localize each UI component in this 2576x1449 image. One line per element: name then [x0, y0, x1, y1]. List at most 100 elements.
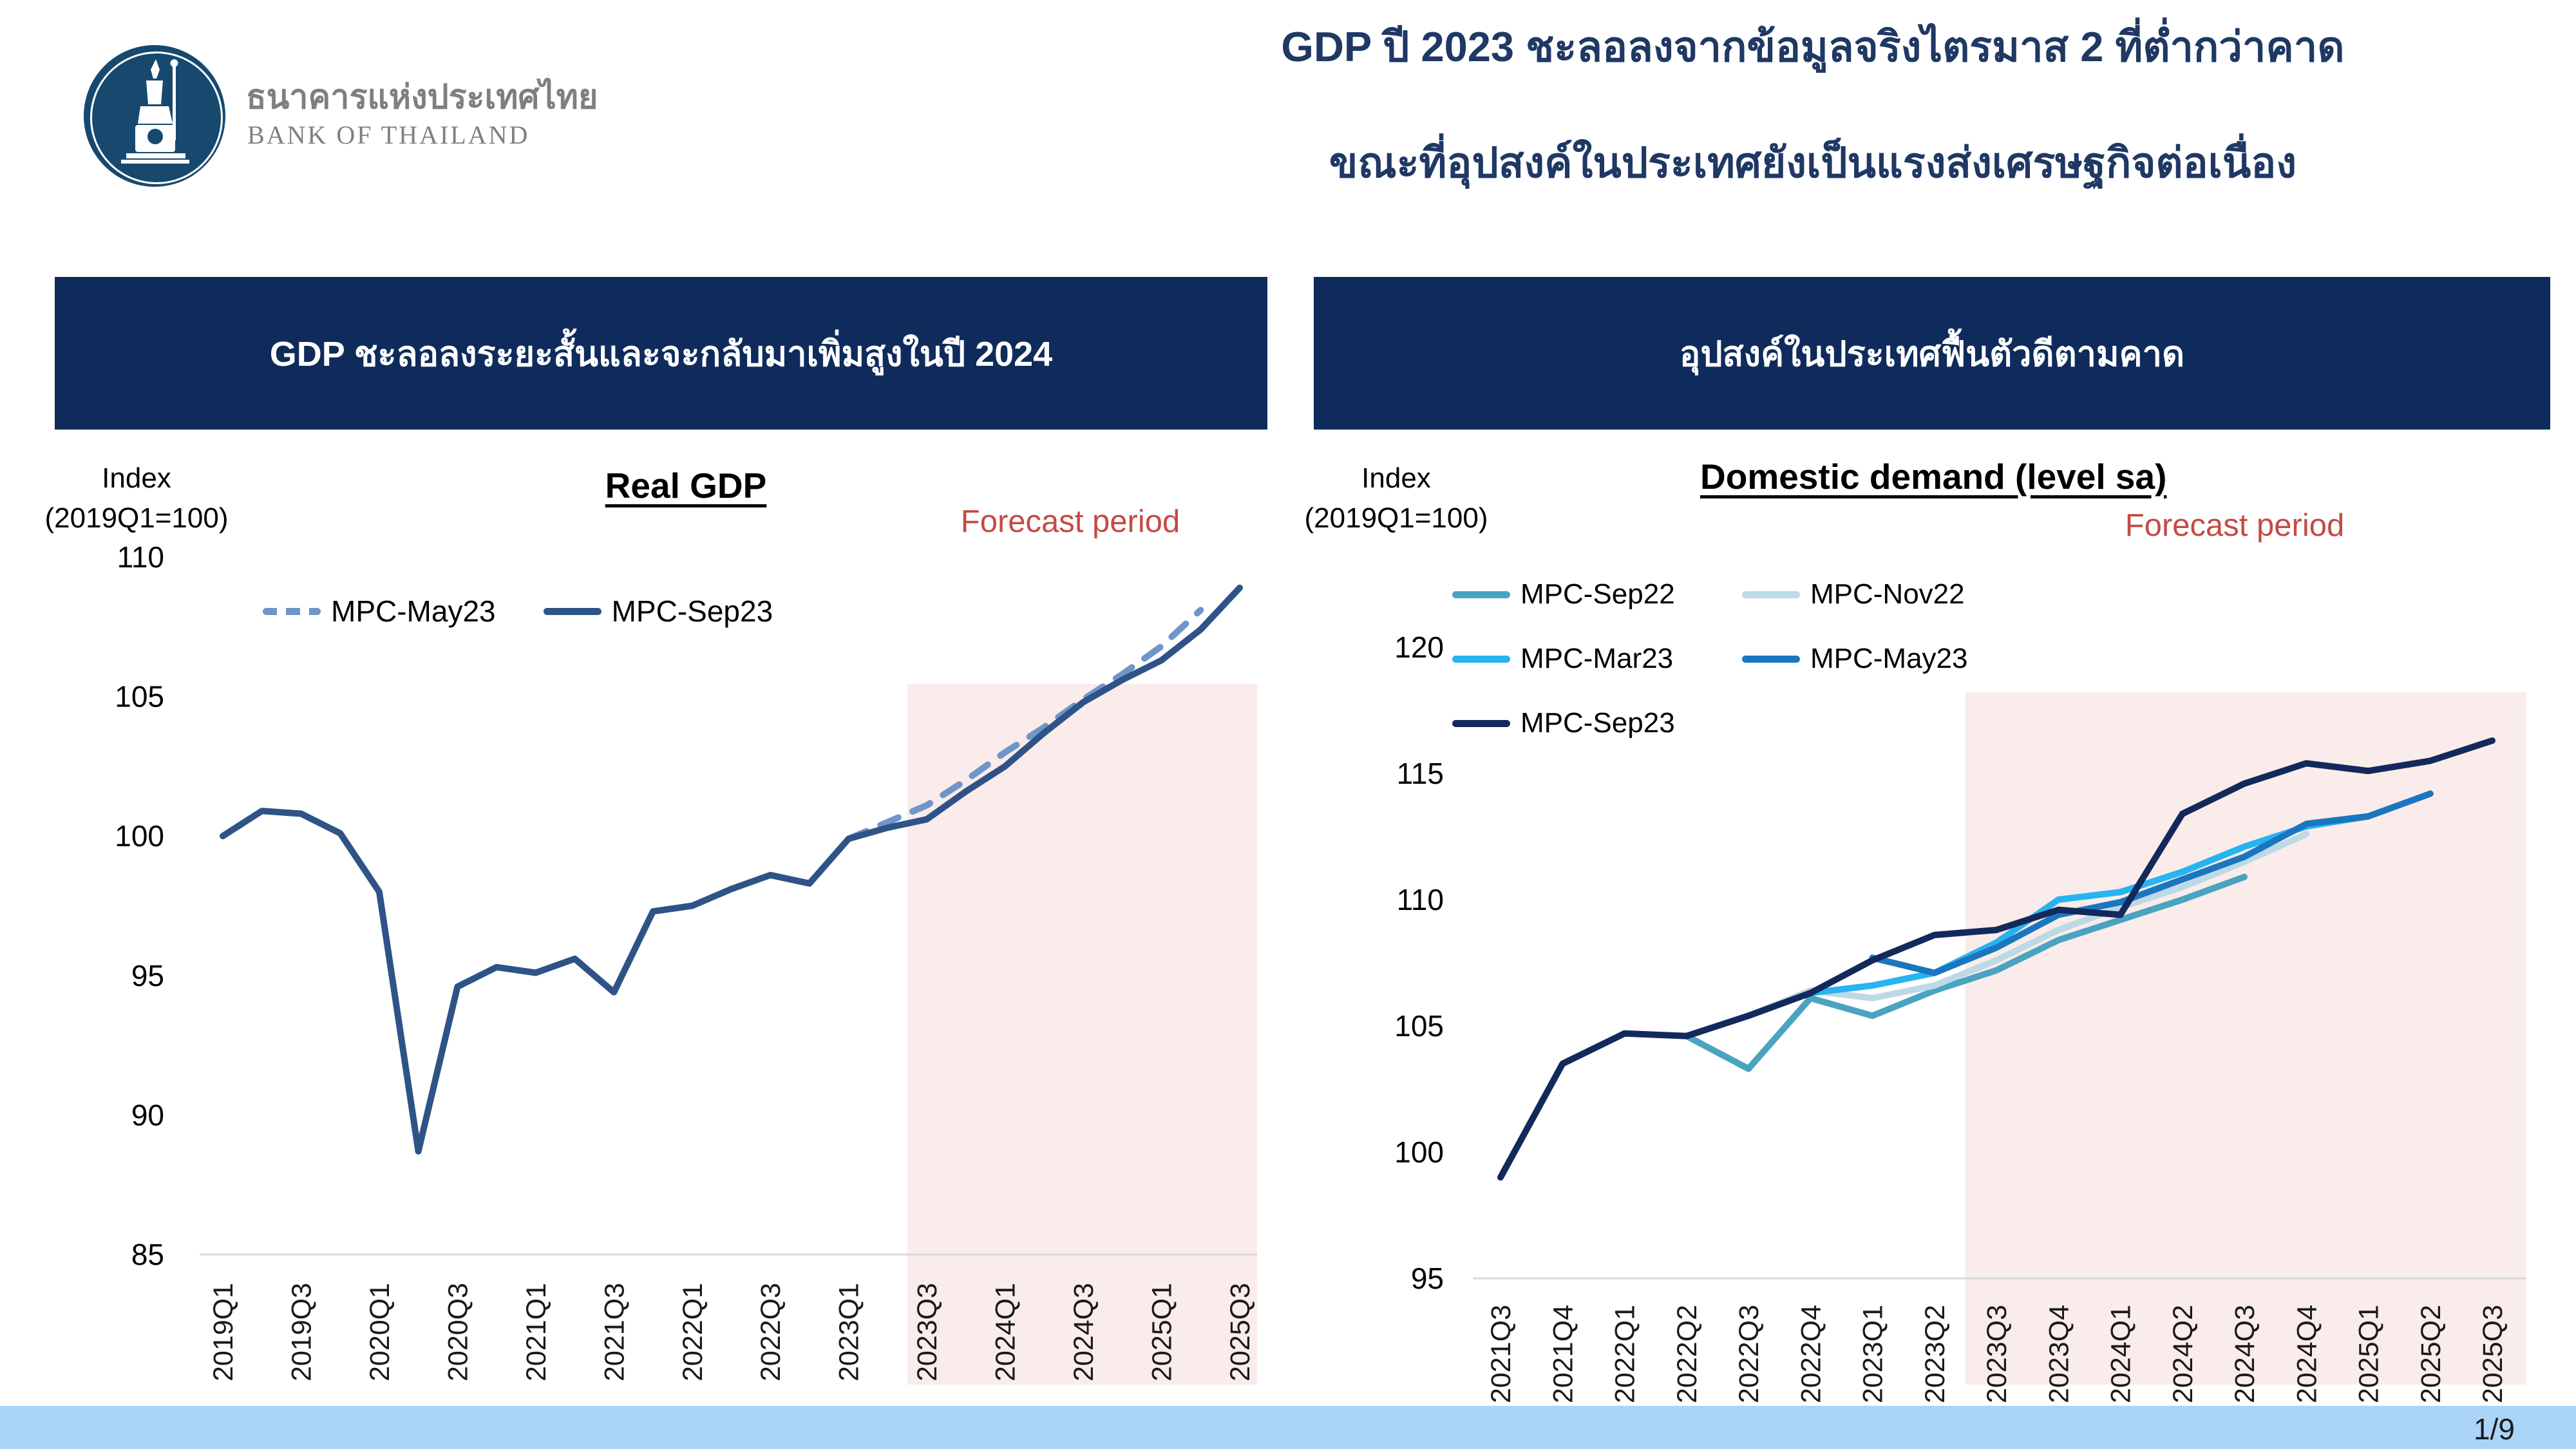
domestic_demand-x-tick-label: 2023Q1: [1858, 1305, 1889, 1403]
domestic_demand-x-tick-label: 2025Q2: [2416, 1305, 2447, 1403]
domestic_demand-x-tick-label: 2024Q2: [2168, 1305, 2199, 1403]
legend-swatch-mpc-may23: [1742, 655, 1800, 663]
real_gdp-x-tick-label: 2025Q1: [1147, 1283, 1178, 1381]
legend-item-mpc-may23: MPC-May23: [263, 594, 496, 629]
right-chart-legend: MPC-Sep22 MPC-Nov22 MPC-Mar23 MPC-May23 MPC-…: [1452, 578, 2032, 739]
slide-title: GDP ปี 2023 ชะลอลงจากข้อมูลจริงไตรมาส 2 …: [1114, 26, 2512, 184]
footer-bar: [0, 1406, 2576, 1449]
legend-item-mpc-sep22: MPC-Sep22: [1452, 578, 1742, 611]
real_gdp-x-tick-label: 2023Q1: [834, 1283, 865, 1381]
real_gdp-x-tick-label: 2025Q3: [1225, 1283, 1256, 1381]
real_gdp-forecast-region: [907, 684, 1257, 1385]
left-axis-unit-line1: Index: [102, 462, 171, 494]
domestic_demand-y-tick-label: 95: [1411, 1262, 1444, 1295]
real_gdp-y-tick-label: 110: [117, 540, 164, 574]
real_gdp-x-tick-label: 2022Q3: [755, 1283, 786, 1381]
right-axis-unit-line1: Index: [1361, 462, 1431, 494]
bot-emblem-figure: [121, 59, 189, 164]
legend-label-mpc-sep22: MPC-Sep22: [1520, 578, 1675, 610]
real_gdp-y-tick-label: 105: [115, 680, 164, 714]
right-axis-unit-line2: (2019Q1=100): [1304, 502, 1488, 534]
real_gdp-y-tick-label: 85: [131, 1238, 164, 1271]
real_gdp-x-tick-label: 2020Q3: [442, 1283, 473, 1381]
bot-name-thai: ธนาคารแห่งประเทศไทย: [246, 79, 598, 116]
domestic_demand-y-tick-label: 110: [1397, 883, 1444, 916]
legend-label-mpc-sep23: MPC-Sep23: [611, 594, 773, 628]
left-panel-header-text: GDP ชะลอลงระยะสั้นและจะกลับมาเพิ่มสูงในป…: [269, 334, 1053, 374]
real_gdp-y-tick-label: 90: [131, 1098, 164, 1132]
domestic_demand-y-tick-label: 115: [1397, 757, 1444, 790]
legend-swatch-mpc-nov22: [1742, 591, 1800, 598]
bot-logo-ring: [90, 52, 223, 184]
domestic_demand-x-tick-label: 2023Q3: [1982, 1305, 2012, 1403]
legend-swatch-mpc-sep23: [1452, 719, 1510, 727]
real_gdp-x-tick-label: 2021Q1: [521, 1283, 552, 1381]
legend-swatch-mpc-mar23: [1452, 655, 1510, 663]
domestic_demand-x-tick-label: 2022Q1: [1610, 1305, 1641, 1403]
slide-title-line1: GDP ปี 2023 ชะลอลงจากข้อมูลจริงไตรมาส 2 …: [1281, 23, 2345, 70]
real_gdp-x-tick-label: 2019Q1: [208, 1283, 239, 1381]
domestic_demand-x-tick-label: 2025Q3: [2477, 1305, 2508, 1403]
left-chart-legend: MPC-May23 MPC-Sep23: [263, 594, 773, 629]
domestic_demand-x-tick-label: 2023Q4: [2043, 1305, 2074, 1403]
real_gdp-x-tick-label: 2024Q3: [1068, 1283, 1099, 1381]
domestic_demand-series-mpc-sep23: [1497, 737, 2496, 1181]
real_gdp-x-tick-label: 2024Q1: [990, 1283, 1021, 1381]
legend-label-mpc-may23: MPC-May23: [331, 594, 496, 628]
legend-swatch-mpc-may23: [263, 607, 321, 615]
legend-swatch-mpc-sep22: [1452, 591, 1510, 598]
domestic_demand-x-tick-label: 2021Q3: [1486, 1305, 1517, 1403]
left-forecast-label: Forecast period: [960, 504, 1180, 539]
domestic_demand-x-tick-label: 2024Q4: [2291, 1305, 2322, 1403]
page-number: 1/9: [2474, 1412, 2515, 1446]
left-axis-unit-line2: (2019Q1=100): [44, 502, 229, 534]
domestic_demand-series-mpc-sep22: [1683, 873, 2248, 1072]
domestic_demand-x-tick-label: 2024Q1: [2106, 1305, 2137, 1403]
domestic_demand-x-tick-label: 2022Q2: [1672, 1305, 1703, 1403]
domestic_demand-x-tick-label: 2024Q3: [2230, 1305, 2260, 1403]
real_gdp-series-mpc-may23: [845, 607, 1204, 842]
real_gdp-x-tick-label: 2022Q1: [677, 1283, 708, 1381]
domestic_demand-series-mpc-nov22: [1745, 831, 2310, 1019]
left-panel-header: GDP ชะลอลงระยะสั้นและจะกลับมาเพิ่มสูงในป…: [55, 277, 1267, 430]
right-axis-unit: Index (2019Q1=100): [1300, 459, 1493, 538]
domestic_demand-x-tick-label: 2023Q2: [1920, 1305, 1951, 1403]
left-axis-unit: Index (2019Q1=100): [40, 459, 233, 538]
domestic_demand-x-tick-label: 2022Q4: [1795, 1305, 1826, 1403]
legend-item-mpc-sep23: MPC-Sep23: [1452, 707, 1742, 739]
domestic_demand-x-tick-label: 2022Q3: [1734, 1305, 1765, 1403]
legend-label-mpc-mar23: MPC-Mar23: [1520, 643, 1674, 674]
real_gdp-x-tick-label: 2020Q1: [365, 1283, 395, 1381]
right-panel-header: อุปสงค์ในประเทศฟื้นตัวดีตามคาด: [1314, 277, 2550, 430]
legend-item-mpc-mar23: MPC-Mar23: [1452, 643, 1742, 675]
right-chart-title: Domestic demand (level sa): [1700, 457, 2167, 497]
domestic_demand-forecast-region: [1965, 692, 2526, 1385]
legend-item-mpc-sep23: MPC-Sep23: [543, 594, 773, 629]
domestic_demand-y-tick-label: 105: [1394, 1009, 1444, 1043]
domestic_demand-series-mpc-mar23: [1807, 813, 2372, 996]
bot-logo-circle: [84, 45, 225, 187]
real_gdp-series-mpc-sep23: [220, 584, 1243, 1155]
legend-item-mpc-nov22: MPC-Nov22: [1742, 578, 2032, 611]
real_gdp-y-tick-label: 95: [131, 959, 164, 992]
domestic_demand-x-tick-label: 2025Q1: [2354, 1305, 2385, 1403]
legend-label-mpc-may23: MPC-May23: [1810, 643, 1968, 674]
domestic_demand-series-mpc-may23: [1869, 790, 2434, 976]
bot-name-english: BANK OF THAILAND: [247, 120, 530, 149]
real_gdp-y-tick-label: 100: [115, 819, 164, 853]
right-forecast-label: Forecast period: [2125, 508, 2345, 543]
real_gdp-x-tick-label: 2023Q3: [912, 1283, 943, 1381]
legend-item-mpc-may23: MPC-May23: [1742, 643, 2032, 675]
domestic_demand-x-tick-label: 2021Q4: [1548, 1305, 1578, 1403]
right-panel-header-text: อุปสงค์ในประเทศฟื้นตัวดีตามคาด: [1679, 334, 2185, 374]
legend-swatch-mpc-sep23: [543, 607, 601, 615]
left-chart-title: Real GDP: [605, 466, 767, 506]
real_gdp-x-tick-label: 2021Q3: [599, 1283, 630, 1381]
bot-logo: ธนาคารแห่งประเทศไทย BANK OF THAILAND: [77, 37, 979, 205]
domestic_demand-y-tick-label: 120: [1394, 630, 1444, 664]
slide-title-line2: ขณะที่อุปสงค์ในประเทศยังเป็นแรงส่งเศรษฐก…: [1329, 139, 2297, 186]
legend-label-mpc-nov22: MPC-Nov22: [1810, 578, 1965, 610]
real_gdp-x-tick-label: 2019Q3: [286, 1283, 317, 1381]
legend-label-mpc-sep23: MPC-Sep23: [1520, 707, 1675, 739]
